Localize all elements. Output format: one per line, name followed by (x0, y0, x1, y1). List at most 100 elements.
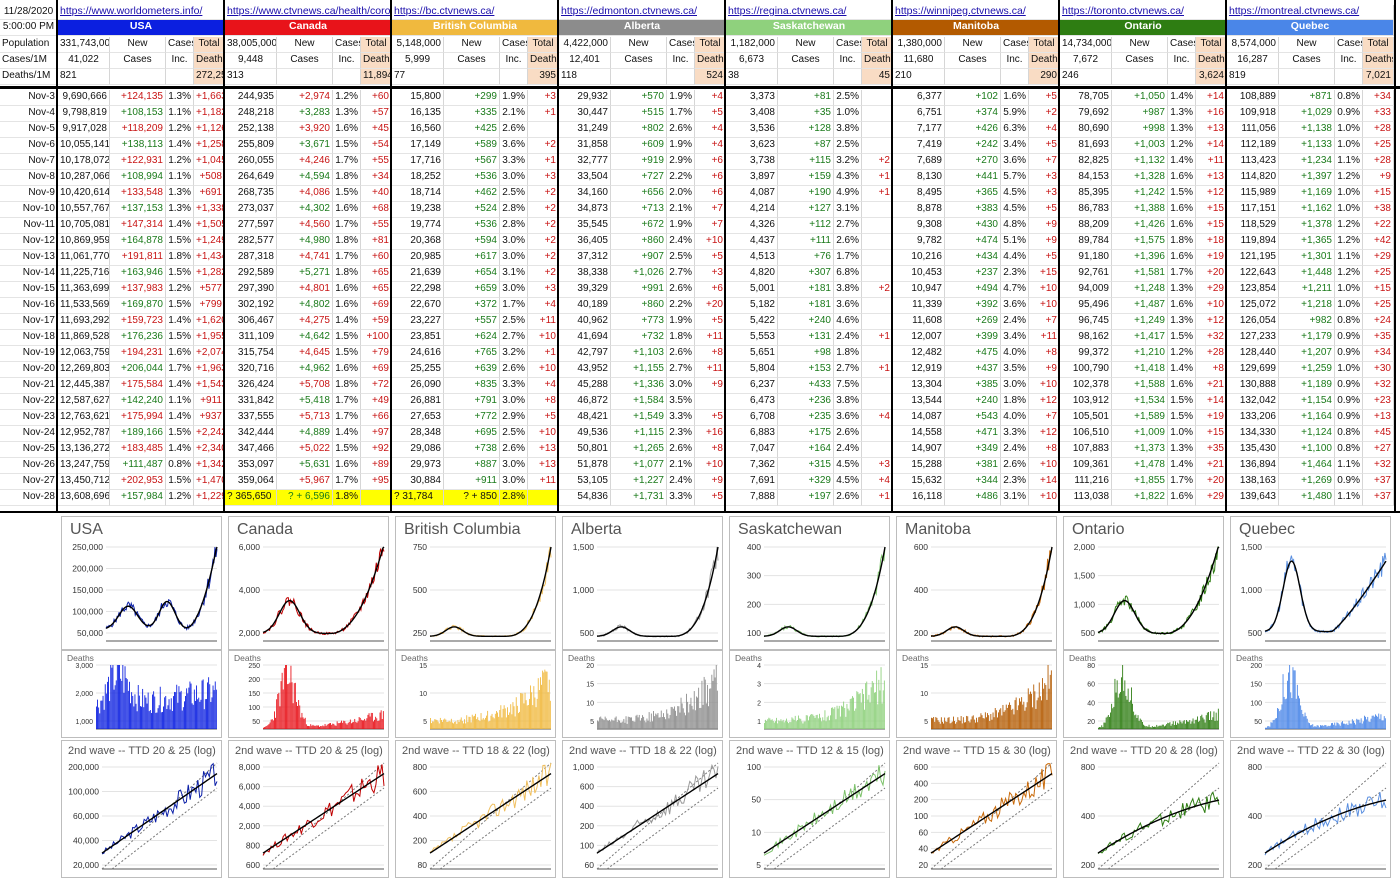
new-deaths-cell: +9 (1363, 170, 1394, 186)
death-bar (358, 717, 360, 729)
case-increase-cell: 0.9% (1335, 330, 1363, 346)
death-bar (1120, 692, 1121, 729)
death-bar (197, 699, 199, 729)
column-separator (223, 0, 225, 511)
deaths-per-million-value: 313 (225, 69, 277, 85)
new-deaths-cell: +49 (361, 394, 392, 410)
new-cases-cell: +112 (778, 218, 834, 234)
death-bar (997, 717, 998, 729)
source-link[interactable]: https://www.ctvnews.ca/health/coronaviru… (225, 5, 392, 20)
death-bar (110, 665, 112, 729)
death-bar (782, 719, 784, 729)
total-cases-cell: 5,422 (726, 314, 778, 330)
new-deaths-cell: +29 (1196, 282, 1227, 298)
case-increase-cell: 1.5% (1168, 394, 1196, 410)
case-increase-cell: 1.2% (166, 122, 194, 138)
case-increase-cell: 3.3% (500, 378, 528, 394)
case-increase-cell: 1.5% (333, 346, 361, 362)
axis-tick-label: 5 (924, 719, 928, 726)
death-bar (1154, 726, 1155, 729)
total-cases-cell: 21,639 (392, 266, 444, 282)
total-cases-cell: 10,178,072 (58, 154, 110, 170)
cumulative-line (930, 763, 1053, 854)
total-cases-cell: 9,690,666 (58, 90, 110, 106)
new-cases-cell: +791 (444, 394, 500, 410)
axis-tick-label: 3 (757, 682, 761, 689)
death-bar (542, 670, 544, 729)
death-bar (832, 707, 834, 729)
case-increase-cell: 1.3% (1168, 106, 1196, 122)
death-bar (457, 719, 459, 729)
total-cases-cell: 8,130 (893, 170, 945, 186)
case-increase-cell: 2.4% (1001, 442, 1029, 458)
new-deaths-cell: +40 (361, 186, 392, 202)
total-cases-cell: 138,163 (1227, 474, 1279, 490)
population-value: 38,005,000 (225, 37, 277, 53)
axis-tick-label: 15 (920, 663, 928, 670)
source-link[interactable]: https://toronto.ctvnews.ca/ (1060, 5, 1227, 20)
death-bar (1048, 688, 1050, 729)
death-bar (1005, 704, 1007, 729)
death-bar (1107, 715, 1109, 729)
death-bar (857, 692, 859, 729)
case-increase-cell: 2.6% (667, 442, 695, 458)
case-increase-cell: 1.6% (1001, 90, 1029, 106)
source-link[interactable]: https://winnipeg.ctvnews.ca/ (893, 5, 1060, 20)
death-bar (1150, 727, 1152, 729)
case-increase-cell: 2.4% (667, 234, 695, 250)
death-bar (603, 720, 605, 729)
new-deaths-cell (862, 250, 893, 266)
death-bar (972, 715, 974, 729)
death-bar (1269, 726, 1271, 729)
total-cases-cell: 136,894 (1227, 458, 1279, 474)
source-link[interactable]: https://montreal.ctvnews.ca/ (1227, 5, 1394, 20)
death-bar (1361, 723, 1363, 729)
total-cases-cell: 27,653 (392, 410, 444, 426)
death-bar (1099, 727, 1100, 729)
case-increase-cell: 6.8% (834, 266, 862, 282)
death-bar (165, 695, 167, 729)
new-deaths-cell: +10 (695, 234, 726, 250)
daily-cases-line (763, 546, 886, 638)
new-deaths-cell: +1,182 (194, 106, 225, 122)
axis-tick-label: 15 (419, 663, 427, 670)
case-increase-cell: 3.6% (834, 410, 862, 426)
cases-inc-header-2: Inc. (667, 53, 695, 69)
new-deaths-cell: +60 (361, 90, 392, 106)
total-cases-cell: 122,643 (1227, 266, 1279, 282)
death-bar (1175, 721, 1176, 729)
death-bar (654, 716, 656, 729)
new-cases-cell: +919 (611, 154, 667, 170)
death-bar (644, 720, 646, 729)
new-deaths-cell: +1,620 (194, 314, 225, 330)
total-cases-cell: 7,177 (893, 122, 945, 138)
axis-tick-label: 600 (413, 787, 427, 797)
source-link[interactable]: https://regina.ctvnews.ca/ (726, 5, 893, 20)
column-separator (0, 511, 1400, 513)
new-cases-cell: +1,155 (611, 362, 667, 378)
total-cases-cell: 15,288 (893, 458, 945, 474)
death-bar (998, 712, 999, 729)
death-bar (348, 721, 350, 729)
death-bar (549, 700, 551, 729)
source-link[interactable]: https://edmonton.ctvnews.ca/ (559, 5, 726, 20)
death-bar (839, 716, 841, 729)
source-link[interactable]: https://www.worldometers.info/ (58, 5, 225, 20)
total-cases-cell: 16,560 (392, 122, 444, 138)
total-deaths-header-2: Deaths (1363, 53, 1394, 69)
total-cases-cell: 38,338 (559, 266, 611, 282)
death-bar (1356, 718, 1358, 729)
chart-title: Saskatchewan (738, 521, 843, 538)
blank-cell (667, 69, 695, 85)
new-deaths-cell: +1 (862, 330, 893, 346)
death-bar (701, 680, 703, 729)
death-bar (382, 711, 384, 729)
total-cases-cell: 106,510 (1060, 426, 1112, 442)
axis-tick-label: 150 (1250, 682, 1262, 689)
source-link[interactable]: https://bc.ctvnews.ca/ (392, 5, 559, 20)
case-increase-cell: 4.8% (1001, 218, 1029, 234)
death-bar (703, 676, 705, 729)
cases-chart: Saskatchewan 400 300 200 100 (729, 516, 890, 650)
total-cases-cell: 78,705 (1060, 90, 1112, 106)
